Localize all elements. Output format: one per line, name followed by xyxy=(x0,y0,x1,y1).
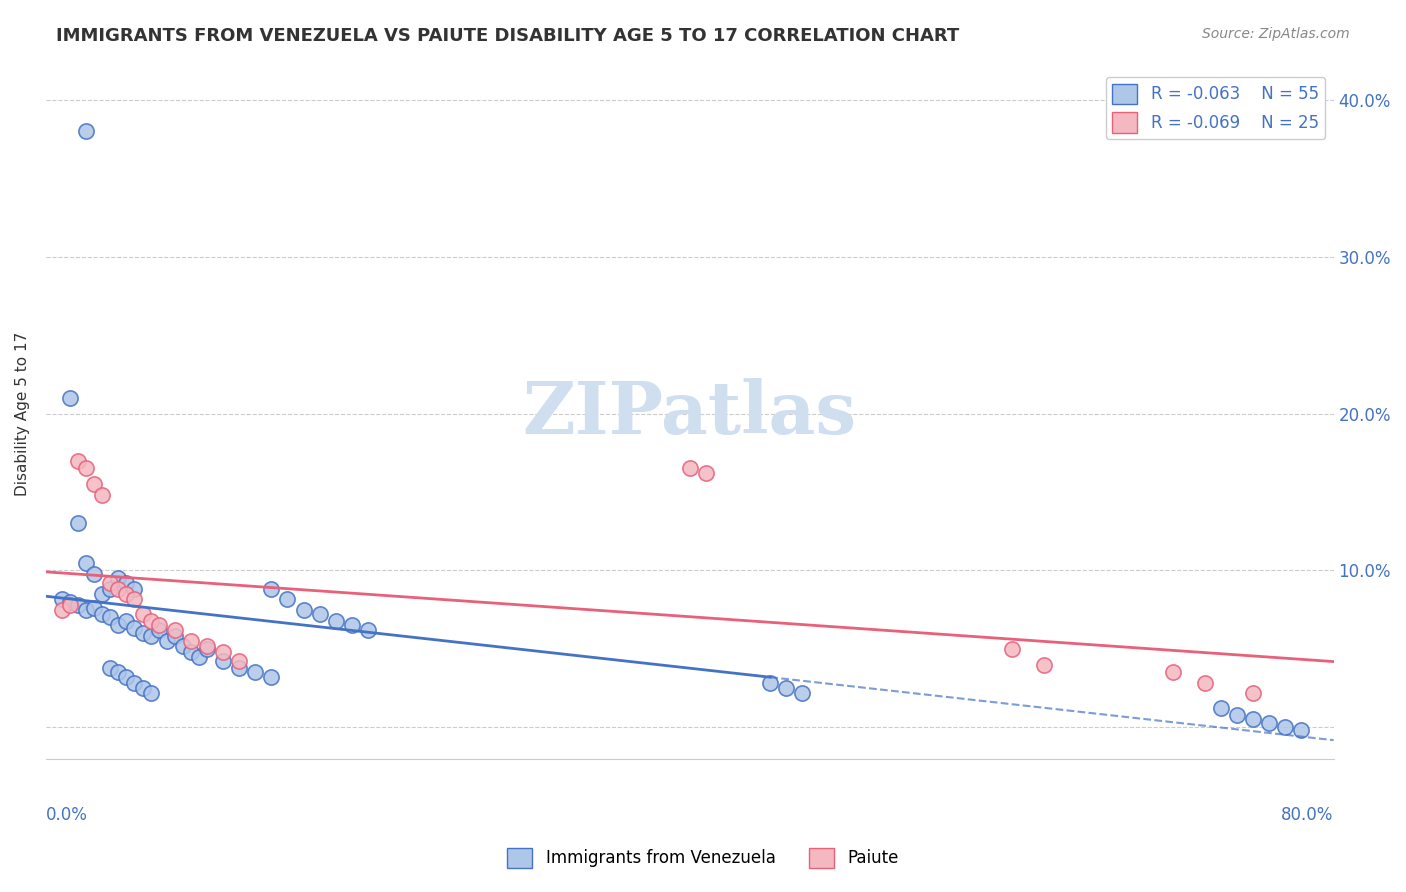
Point xyxy=(67,516,90,531)
Point xyxy=(67,453,90,467)
Point xyxy=(98,610,121,624)
Point xyxy=(91,488,114,502)
Point xyxy=(276,591,298,606)
Point xyxy=(1226,707,1249,722)
Point xyxy=(124,676,146,690)
Point xyxy=(124,582,146,597)
Point xyxy=(1291,723,1313,738)
Point xyxy=(107,582,129,597)
Legend: Immigrants from Venezuela, Paiute: Immigrants from Venezuela, Paiute xyxy=(501,841,905,875)
Text: 80.0%: 80.0% xyxy=(1281,805,1334,823)
Text: IMMIGRANTS FROM VENEZUELA VS PAIUTE DISABILITY AGE 5 TO 17 CORRELATION CHART: IMMIGRANTS FROM VENEZUELA VS PAIUTE DISA… xyxy=(56,27,959,45)
Point xyxy=(98,576,121,591)
Point xyxy=(98,661,121,675)
Legend: R = -0.063    N = 55, R = -0.069    N = 25: R = -0.063 N = 55, R = -0.069 N = 25 xyxy=(1105,77,1326,139)
Point xyxy=(228,654,250,668)
Point xyxy=(340,618,363,632)
Point xyxy=(1209,701,1232,715)
Point xyxy=(180,634,202,648)
Point xyxy=(59,595,82,609)
Point xyxy=(148,623,170,637)
Point xyxy=(131,607,153,622)
Point xyxy=(51,602,73,616)
Text: ZIPatlas: ZIPatlas xyxy=(523,378,856,449)
Point xyxy=(115,587,138,601)
Point xyxy=(1161,665,1184,680)
Point xyxy=(1001,641,1024,656)
Point xyxy=(180,645,202,659)
Point xyxy=(1032,657,1054,672)
Point xyxy=(148,618,170,632)
Point xyxy=(83,566,105,581)
Point xyxy=(775,681,797,695)
Point xyxy=(1241,686,1264,700)
Point xyxy=(115,670,138,684)
Point xyxy=(195,639,218,653)
Point xyxy=(67,598,90,612)
Point xyxy=(51,591,73,606)
Point xyxy=(1241,713,1264,727)
Point xyxy=(98,582,121,597)
Point xyxy=(115,576,138,591)
Y-axis label: Disability Age 5 to 17: Disability Age 5 to 17 xyxy=(15,332,30,496)
Point xyxy=(91,587,114,601)
Point xyxy=(792,686,814,700)
Point xyxy=(75,602,97,616)
Point xyxy=(131,681,153,695)
Point xyxy=(308,607,330,622)
Point xyxy=(83,477,105,491)
Point xyxy=(59,598,82,612)
Point xyxy=(245,665,267,680)
Point xyxy=(75,461,97,475)
Point xyxy=(228,661,250,675)
Point xyxy=(163,623,186,637)
Point xyxy=(292,602,315,616)
Text: Source: ZipAtlas.com: Source: ZipAtlas.com xyxy=(1202,27,1350,41)
Point xyxy=(124,622,146,636)
Point xyxy=(212,654,235,668)
Point xyxy=(325,614,347,628)
Point xyxy=(107,665,129,680)
Point xyxy=(115,614,138,628)
Point xyxy=(107,618,129,632)
Point xyxy=(139,629,162,643)
Point xyxy=(1194,676,1216,690)
Point xyxy=(172,639,194,653)
Point xyxy=(163,629,186,643)
Point xyxy=(357,623,380,637)
Point xyxy=(195,641,218,656)
Point xyxy=(75,124,97,138)
Point xyxy=(260,670,283,684)
Point xyxy=(156,634,179,648)
Point xyxy=(212,645,235,659)
Point xyxy=(59,391,82,405)
Point xyxy=(139,614,162,628)
Point xyxy=(75,556,97,570)
Point xyxy=(759,676,782,690)
Point xyxy=(260,582,283,597)
Point xyxy=(1274,720,1296,734)
Point xyxy=(695,466,717,480)
Point xyxy=(91,607,114,622)
Point xyxy=(187,649,209,664)
Point xyxy=(83,601,105,615)
Point xyxy=(139,686,162,700)
Text: 0.0%: 0.0% xyxy=(46,805,87,823)
Point xyxy=(131,626,153,640)
Point xyxy=(1258,715,1281,730)
Point xyxy=(124,591,146,606)
Point xyxy=(107,571,129,585)
Point xyxy=(679,461,702,475)
